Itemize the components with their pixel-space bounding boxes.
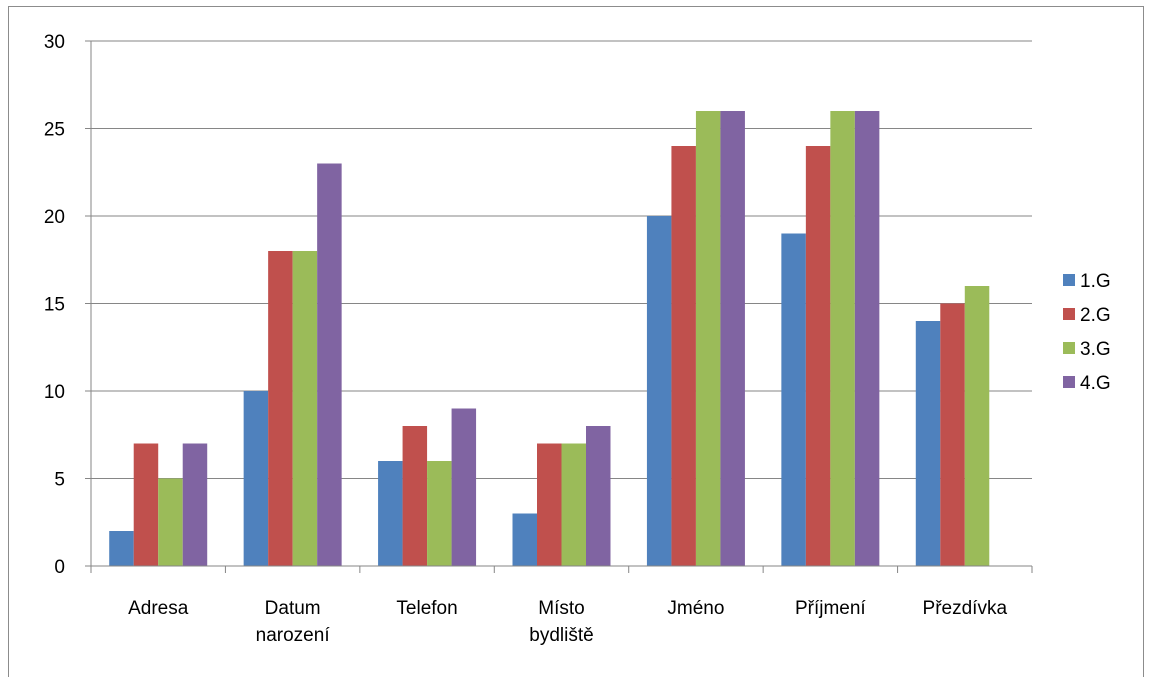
legend-swatch [1063, 308, 1075, 320]
y-tick-label: 15 [44, 295, 65, 316]
bar [109, 531, 134, 566]
bar [854, 111, 880, 566]
x-tick-label: Adresa [128, 598, 189, 619]
bar [378, 461, 403, 566]
y-tick-labels: 0 5 10 15 20 25 30 [44, 32, 65, 578]
bar [451, 408, 477, 566]
bar [915, 321, 941, 566]
x-tick-labels: Adresa Datum narození Telefon Místo bydliště J… [128, 598, 1007, 646]
legend-label: 1.G [1080, 271, 1111, 292]
bar [512, 513, 537, 566]
bar [268, 251, 293, 566]
legend: 1.G 2.G 3.G 4.G [1063, 271, 1111, 394]
bar [830, 111, 855, 566]
bar [720, 111, 745, 566]
y-tick-label: 5 [54, 470, 65, 491]
bar [586, 426, 611, 566]
bar [317, 163, 342, 566]
bar [964, 286, 990, 566]
bar [695, 111, 721, 566]
y-tick-label: 25 [44, 120, 65, 141]
legend-swatch [1063, 274, 1075, 286]
gridlines [91, 40, 1032, 479]
bar [561, 443, 586, 566]
x-tick-label: Jméno [667, 598, 724, 619]
bar [292, 251, 318, 566]
bar [182, 443, 208, 566]
bar [940, 303, 965, 566]
bar [646, 216, 672, 566]
x-tick-label: Přezdívka [923, 598, 1008, 619]
x-tick-label: Příjmení [795, 598, 866, 619]
y-tick-label: 30 [44, 32, 65, 53]
chart-frame [8, 6, 1144, 677]
x-tick-label: Datum narození [256, 598, 331, 646]
bar [158, 478, 183, 566]
legend-label: 4.G [1080, 373, 1111, 394]
y-tick-label: 10 [44, 382, 65, 403]
bar [402, 426, 428, 566]
bar [781, 233, 806, 566]
bar [427, 461, 452, 566]
bar [243, 391, 269, 566]
bar [671, 146, 696, 566]
x-tick-label: Místo bydliště [529, 598, 593, 646]
bar [133, 443, 159, 566]
x-tick-label: Telefon [396, 598, 457, 619]
y-tick-label: 0 [54, 557, 65, 578]
y-tick-label: 20 [44, 207, 65, 228]
bar [805, 146, 831, 566]
bar [537, 443, 562, 566]
legend-label: 3.G [1080, 339, 1111, 360]
legend-swatch [1063, 376, 1075, 388]
axes [85, 40, 1033, 573]
legend-label: 2.G [1080, 305, 1111, 326]
bars [109, 111, 990, 566]
legend-swatch [1063, 342, 1075, 354]
